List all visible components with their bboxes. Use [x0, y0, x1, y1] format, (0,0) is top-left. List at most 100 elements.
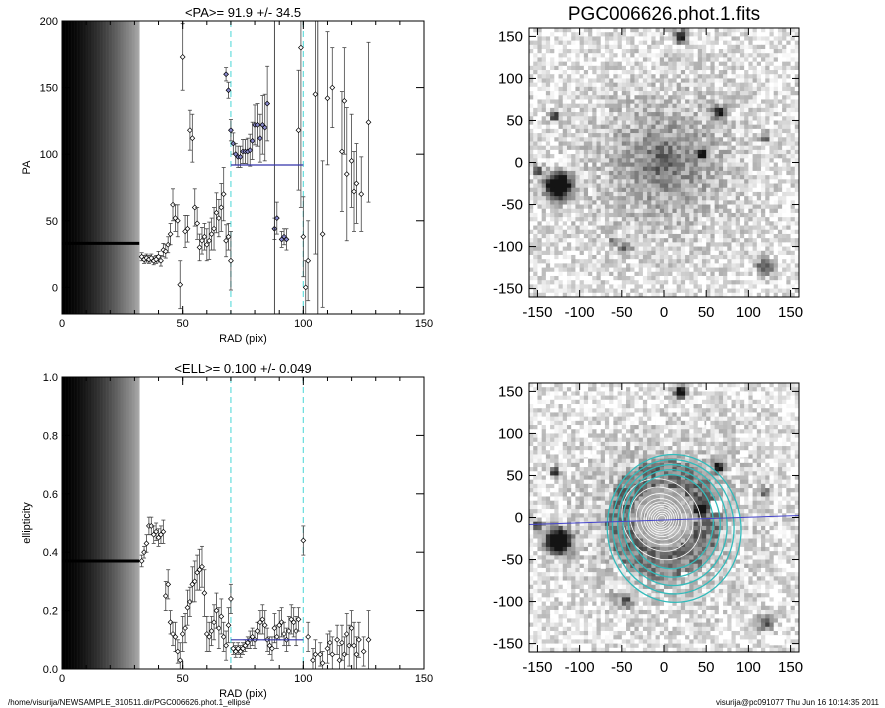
image-pixel [621, 166, 627, 172]
image-pixel [545, 259, 551, 264]
image-pixel [782, 280, 787, 285]
inner-band-strip [124, 377, 126, 669]
image-pixel [689, 137, 694, 142]
image-pixel [782, 53, 787, 58]
image-pixel [714, 267, 720, 273]
image-pixel [693, 280, 699, 285]
image-pixel [701, 91, 707, 96]
data-point [201, 590, 208, 596]
image-pixel [655, 191, 661, 197]
image-pixel [571, 32, 576, 37]
image-pixel [588, 70, 593, 75]
image-pixel [583, 183, 589, 189]
image-pixel [529, 208, 534, 214]
image-pixel [659, 82, 665, 88]
image-pixel [562, 28, 568, 33]
image-pixel [600, 246, 606, 252]
image-pixel [550, 288, 555, 294]
image-pixel [748, 250, 753, 256]
image-pixel [566, 116, 572, 121]
inner-band-strip [93, 21, 95, 314]
image-pixel [668, 70, 673, 75]
image-pixel [685, 36, 690, 42]
image-pixel [651, 183, 656, 189]
image-pixel [604, 78, 610, 84]
image-pixel [634, 53, 640, 58]
data-point [237, 153, 244, 160]
image-pixel [630, 275, 635, 281]
image-pixel [592, 154, 597, 159]
image-pixel [765, 107, 770, 113]
image-pixel [790, 120, 796, 126]
image-pixel [790, 44, 796, 50]
image-pixel [701, 116, 707, 121]
image-pixel [613, 175, 618, 180]
image-pixel [685, 280, 690, 285]
image-pixel [550, 280, 555, 285]
image-pixel [537, 112, 543, 117]
image-pixel [550, 124, 555, 130]
image-pixel [701, 124, 707, 130]
image-pixel [613, 183, 618, 189]
image-pixel [701, 74, 707, 79]
image-pixel [756, 53, 762, 58]
inner-band-strip [81, 377, 83, 669]
image-pixel [664, 238, 669, 243]
image-pixel [533, 238, 538, 243]
image-pixel [723, 221, 728, 226]
image-pixel [600, 74, 606, 79]
image-pixel [634, 221, 640, 226]
image-pixel [579, 112, 585, 117]
image-pixel [664, 36, 669, 42]
image-pixel [706, 99, 711, 105]
image-pixel [727, 124, 732, 130]
data-point [174, 217, 181, 224]
image-pixel [617, 196, 623, 201]
image-pixel [689, 217, 694, 222]
image-pixel [621, 292, 627, 297]
image-pixel [769, 99, 775, 105]
image-pixel [761, 28, 766, 33]
image-pixel [794, 175, 799, 180]
image-pixel [545, 238, 551, 243]
image-pixel [604, 32, 610, 37]
image-pixel [562, 246, 568, 252]
image-pixel [571, 187, 576, 193]
image-pixel [680, 229, 686, 235]
inner-band-strip [129, 21, 131, 314]
image-pixel [621, 212, 627, 218]
image-pixel [550, 158, 555, 163]
image-pixel [794, 86, 799, 92]
image-pixel [714, 179, 720, 184]
image-pixel [697, 204, 703, 210]
image-pixel [685, 70, 690, 75]
image-pixel [693, 250, 699, 256]
image-pixel [550, 49, 555, 54]
image-pixel [672, 116, 678, 121]
image-pixel [731, 112, 737, 117]
image-pixel [744, 175, 749, 180]
image-pixel [533, 191, 538, 197]
image-pixel [672, 166, 678, 172]
image-pixel [651, 112, 656, 117]
image-pixel [790, 82, 796, 88]
image-pixel [655, 28, 661, 33]
image-pixel [621, 145, 627, 151]
image-pixel [748, 112, 753, 117]
image-pixel [562, 91, 568, 96]
image-pixel [672, 86, 678, 92]
image-pixel [723, 49, 728, 54]
image-pixel [537, 78, 543, 84]
image-pixel [596, 225, 602, 231]
image-pixel [752, 82, 758, 88]
image-pixel [761, 112, 766, 117]
image-pixel [626, 149, 631, 155]
image-pixel [655, 128, 661, 134]
image-pixel [664, 112, 669, 117]
image-pixel [571, 221, 576, 226]
image-pixel [566, 128, 572, 134]
image-pixel [693, 112, 699, 117]
image-pixel [647, 263, 652, 268]
image-pixel [659, 275, 665, 281]
image-pixel [588, 242, 593, 247]
